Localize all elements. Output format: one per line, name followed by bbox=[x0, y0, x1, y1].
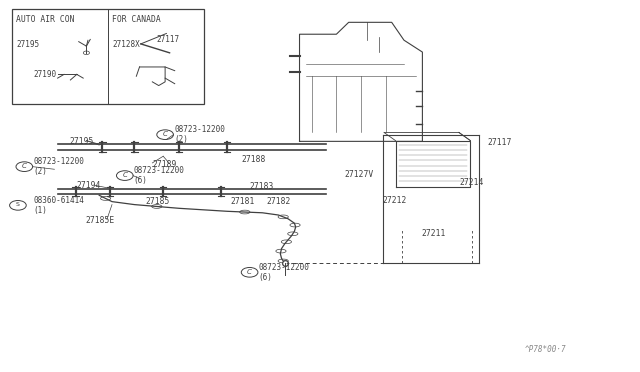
Text: C: C bbox=[163, 131, 168, 137]
Text: 27195: 27195 bbox=[69, 137, 93, 146]
Text: 27128X: 27128X bbox=[112, 40, 140, 49]
Text: 27195: 27195 bbox=[16, 40, 39, 49]
Text: 27185: 27185 bbox=[146, 197, 170, 206]
Text: 27190: 27190 bbox=[33, 70, 56, 79]
Text: 27117: 27117 bbox=[157, 35, 180, 44]
Text: C: C bbox=[22, 163, 27, 169]
Bar bbox=[12, 9, 204, 104]
Text: 08723-12200
(2): 08723-12200 (2) bbox=[33, 157, 84, 176]
Text: 08723-12200
(6): 08723-12200 (6) bbox=[134, 166, 184, 185]
Text: 08723-12200
(2): 08723-12200 (2) bbox=[174, 125, 225, 144]
Text: 27194: 27194 bbox=[77, 181, 101, 190]
Text: AUTO AIR CON: AUTO AIR CON bbox=[16, 15, 74, 24]
Text: ^P78*00·7: ^P78*00·7 bbox=[525, 345, 566, 354]
Text: 27211: 27211 bbox=[421, 229, 445, 238]
Text: 08360-61414
(1): 08360-61414 (1) bbox=[33, 196, 84, 215]
Text: C: C bbox=[122, 172, 127, 178]
Text: 27117: 27117 bbox=[488, 138, 512, 147]
Text: C: C bbox=[247, 269, 252, 275]
Text: 27189: 27189 bbox=[152, 160, 177, 169]
Text: 27188: 27188 bbox=[242, 155, 266, 164]
Text: S: S bbox=[16, 202, 20, 207]
Text: 27181: 27181 bbox=[230, 197, 255, 206]
Text: FOR CANADA: FOR CANADA bbox=[112, 15, 161, 24]
Text: 27182: 27182 bbox=[266, 197, 291, 206]
Text: 27185E: 27185E bbox=[85, 216, 115, 225]
Text: 27127V: 27127V bbox=[344, 170, 374, 179]
Text: 08723-12200
(6): 08723-12200 (6) bbox=[259, 263, 309, 282]
Text: 27214: 27214 bbox=[460, 178, 484, 187]
Text: 27183: 27183 bbox=[250, 182, 274, 191]
Text: 27212: 27212 bbox=[383, 196, 407, 205]
